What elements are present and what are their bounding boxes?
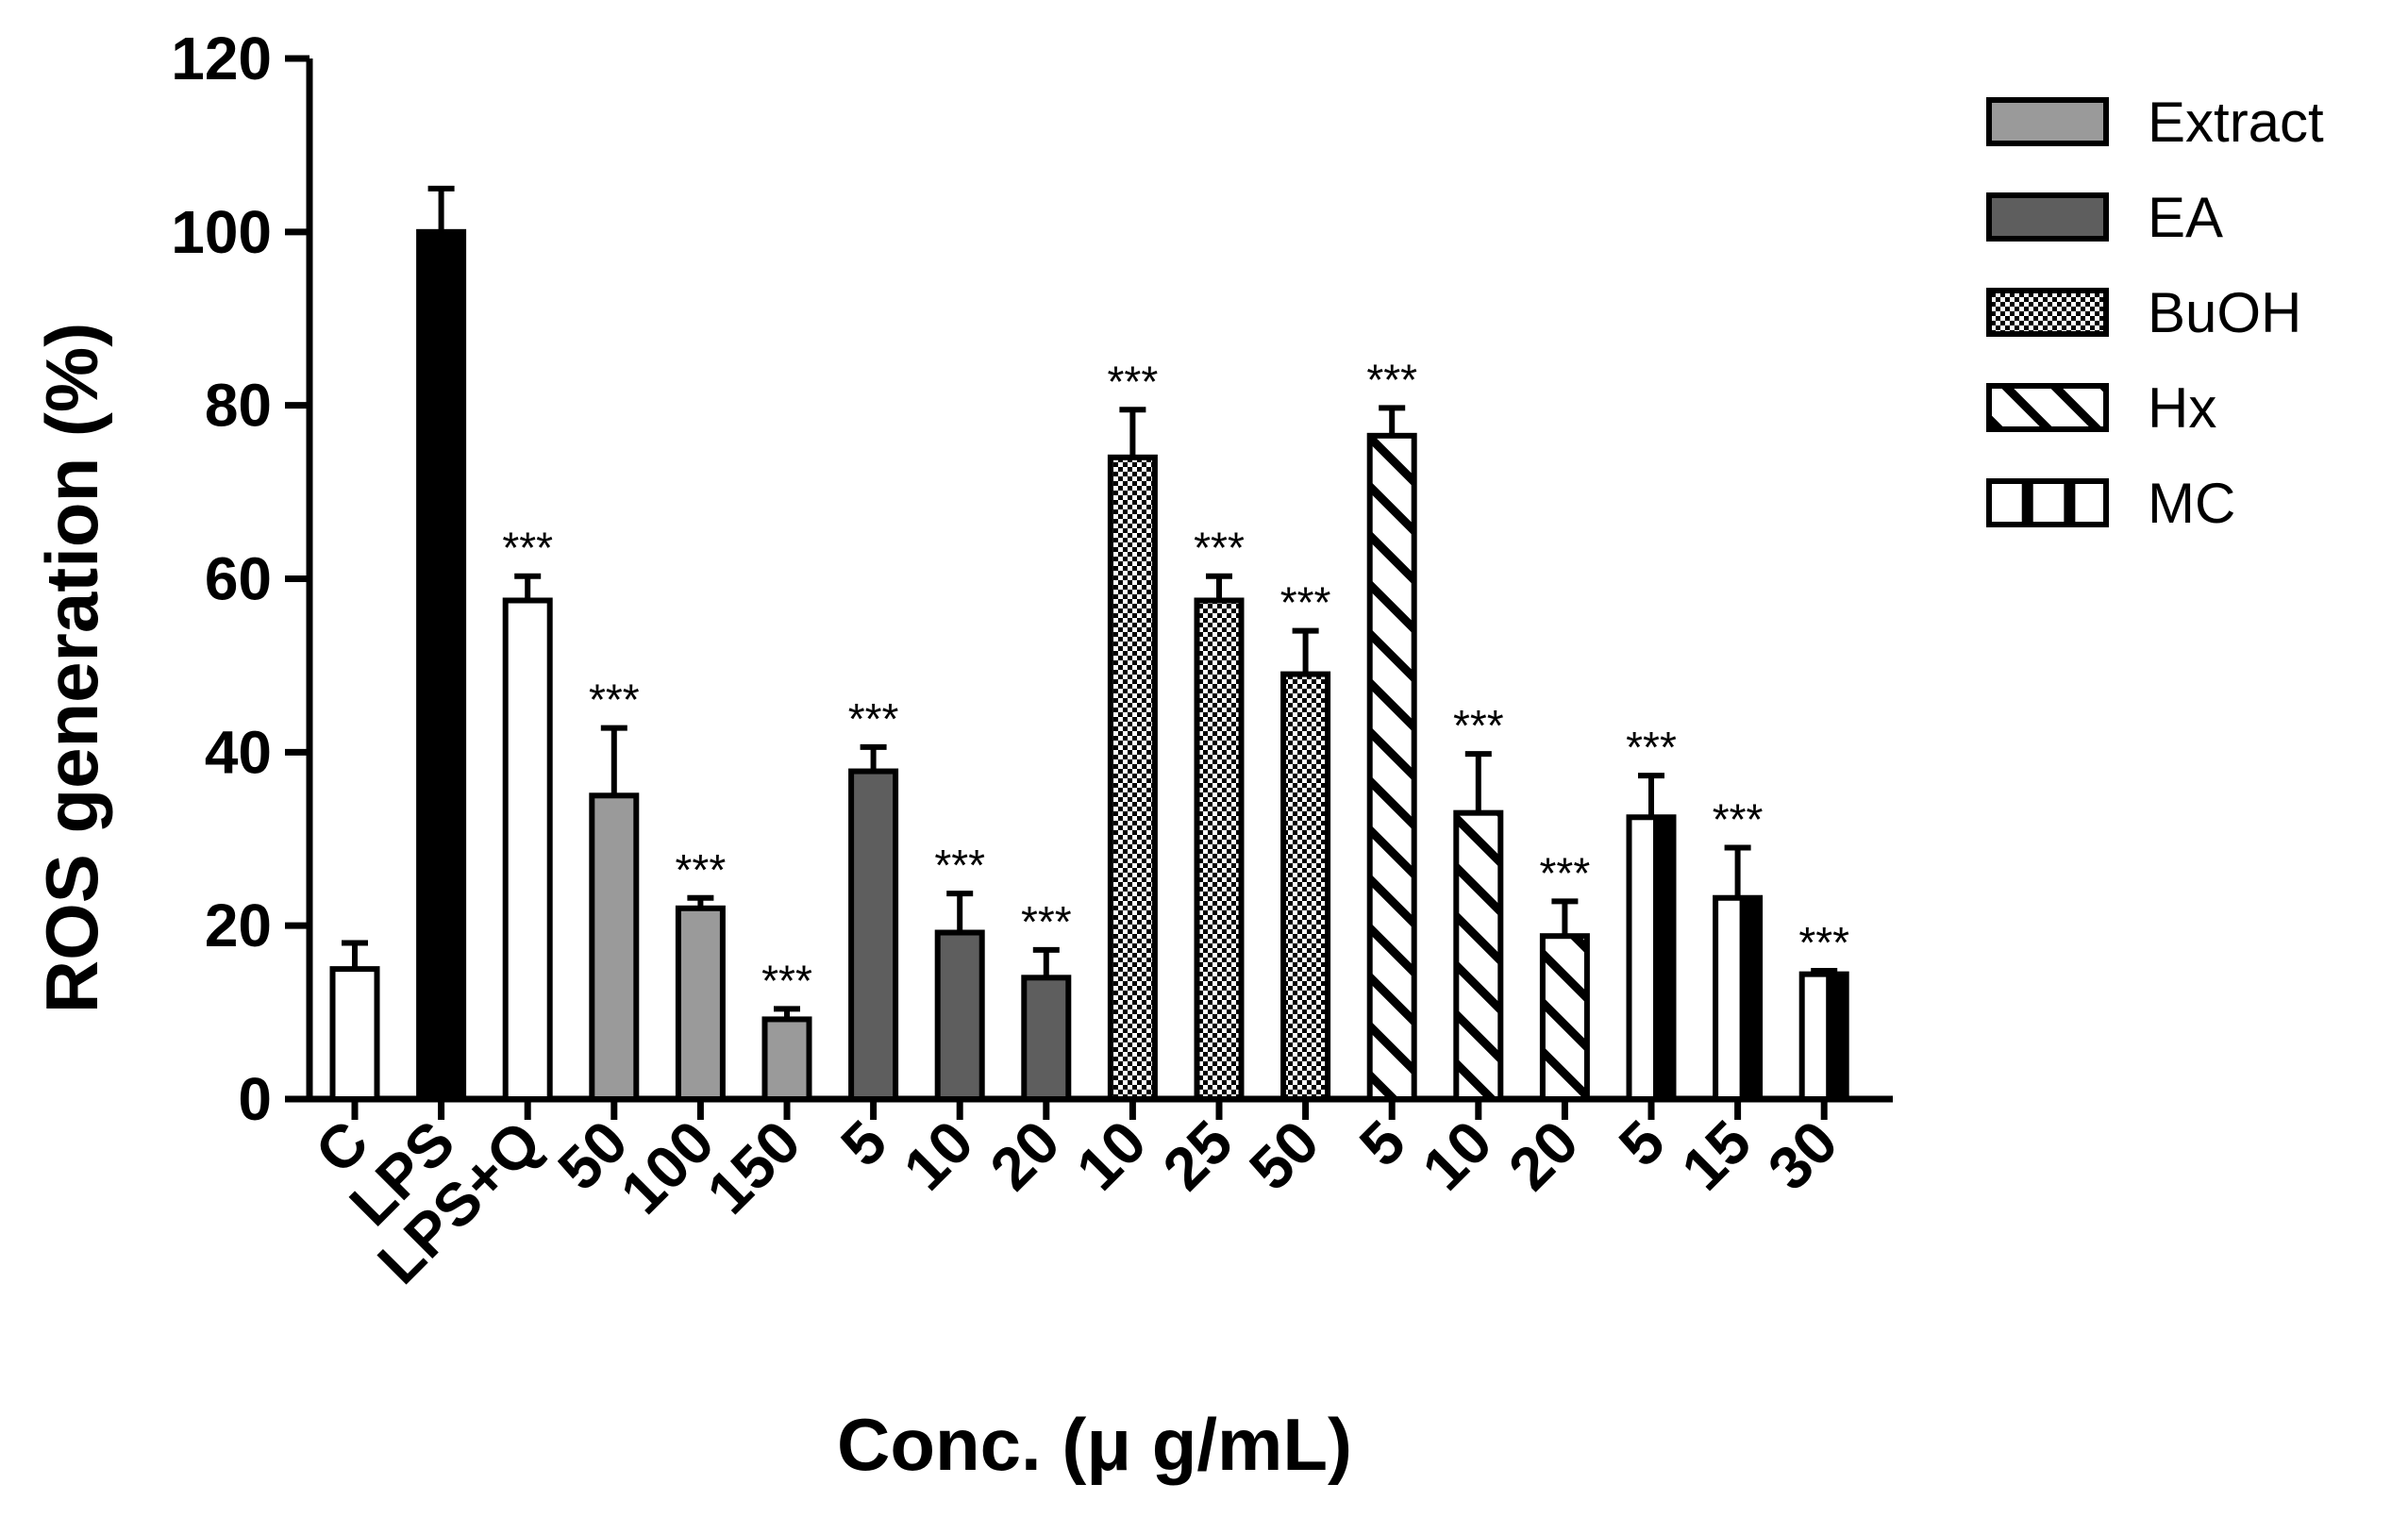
significance-label: *** (1713, 794, 1764, 843)
x-tick-label: 10 (1409, 1108, 1504, 1203)
y-tick-label: 60 (205, 545, 272, 613)
legend-item-buoh: BuOH (1986, 281, 2301, 344)
bar-rect (502, 597, 553, 1102)
bar-rect (589, 792, 640, 1103)
bar-rect (675, 905, 726, 1102)
bar-rect (1539, 933, 1590, 1102)
axes: 0 20 40 60 80 100 120 (171, 25, 1893, 1133)
significance-label: *** (1366, 355, 1417, 404)
bar-16: *** 15 (1668, 794, 1764, 1203)
legend: Extract EA BuOH Hx MC (1986, 91, 2324, 535)
significance-label: *** (1194, 524, 1245, 573)
significance-label: *** (1626, 723, 1677, 772)
bar-stripe (1826, 974, 1847, 1099)
bar-rect (1453, 809, 1504, 1102)
x-tick-label: 10 (891, 1108, 986, 1203)
bar-3: ***50 (544, 675, 640, 1204)
y-tick-label: 80 (205, 372, 272, 440)
bar-stripe (1739, 897, 1761, 1099)
bar-10: *** 25 (1150, 524, 1246, 1203)
bar-1: LPS (337, 185, 467, 1239)
bar-0: C (302, 940, 381, 1187)
significance-label: *** (1540, 848, 1591, 897)
bar-7: *** 10 (891, 841, 986, 1203)
bar-rect (761, 1016, 812, 1102)
significance-label: *** (1280, 578, 1331, 627)
significance-label: *** (1453, 701, 1504, 750)
legend-swatch (1986, 97, 2109, 146)
y-axis-title: ROS generation (%) (30, 323, 113, 1013)
x-axis-title: Conc. (μ g/mL) (837, 1403, 1352, 1486)
bar-6: *** 5 (828, 694, 899, 1179)
x-tick-label: 5 (1606, 1108, 1678, 1179)
significance-label: *** (934, 841, 985, 890)
bar-12: *** 5 (1346, 355, 1418, 1179)
bar-stripe (1653, 817, 1674, 1099)
bar-rect (416, 228, 467, 1103)
x-tick-label: 25 (1150, 1108, 1246, 1203)
x-tick-label: 150 (694, 1108, 812, 1226)
legend-label: MC (2148, 472, 2235, 535)
bars-group: CLPS***LPS+Q***50***100***150***5***10**… (302, 185, 1850, 1297)
legend-item-ea: EA (1986, 186, 2223, 249)
bar-rect (848, 768, 899, 1102)
bar-17: *** 30 (1755, 918, 1850, 1203)
legend-label: BuOH (2148, 281, 2301, 344)
legend-swatch (1986, 478, 2109, 527)
significance-label: *** (676, 845, 727, 894)
significance-label: *** (848, 694, 899, 743)
x-tick-label: 5 (828, 1108, 899, 1179)
x-tick-label: 5 (1346, 1108, 1418, 1179)
bar-rect (1194, 597, 1245, 1102)
bar-rect (1366, 432, 1417, 1102)
legend-label: Extract (2148, 91, 2324, 154)
bar-15: *** 5 (1606, 723, 1678, 1179)
bar-rect (1107, 454, 1158, 1103)
bar-9: *** 10 (1063, 357, 1159, 1203)
x-tick-label: 30 (1755, 1108, 1850, 1203)
legend-swatch (1986, 288, 2109, 337)
bar-14: *** 20 (1496, 848, 1591, 1203)
bar-rect (1280, 671, 1331, 1102)
significance-label: *** (589, 675, 640, 725)
significance-label: *** (761, 956, 812, 1005)
legend-swatch-stripe (2021, 481, 2033, 525)
legend-item-extract: Extract (1986, 91, 2324, 154)
significance-label: *** (1108, 357, 1159, 406)
legend-item-mc: MC (1986, 472, 2235, 535)
y-tick-label: 120 (171, 25, 272, 92)
bar-rect (1021, 975, 1072, 1102)
y-tick-label: 100 (171, 198, 272, 266)
x-tick-label: 20 (977, 1108, 1072, 1203)
legend-swatch (1986, 383, 2109, 432)
significance-label: *** (1798, 918, 1849, 967)
legend-swatch (1986, 192, 2109, 242)
y-tick-label: 20 (205, 892, 272, 959)
legend-label: EA (2148, 186, 2223, 249)
x-tick-label: 10 (1063, 1108, 1159, 1203)
bar-rect (329, 966, 380, 1102)
significance-label: *** (502, 524, 553, 573)
bar-13: *** 10 (1409, 701, 1504, 1203)
bar-11: *** 50 (1236, 578, 1331, 1204)
x-tick-label: 50 (1236, 1108, 1331, 1203)
bar-rect (934, 929, 985, 1103)
x-tick-label: 15 (1668, 1108, 1764, 1203)
y-tick-label: 40 (205, 718, 272, 786)
x-tick-label: 20 (1496, 1108, 1591, 1203)
legend-label: Hx (2148, 376, 2216, 440)
y-tick-label: 0 (238, 1065, 272, 1133)
legend-item-hx: Hx (1986, 376, 2216, 440)
legend-swatch-stripe (2064, 481, 2076, 525)
bar-8: *** 20 (977, 897, 1072, 1203)
significance-label: *** (1021, 897, 1072, 946)
